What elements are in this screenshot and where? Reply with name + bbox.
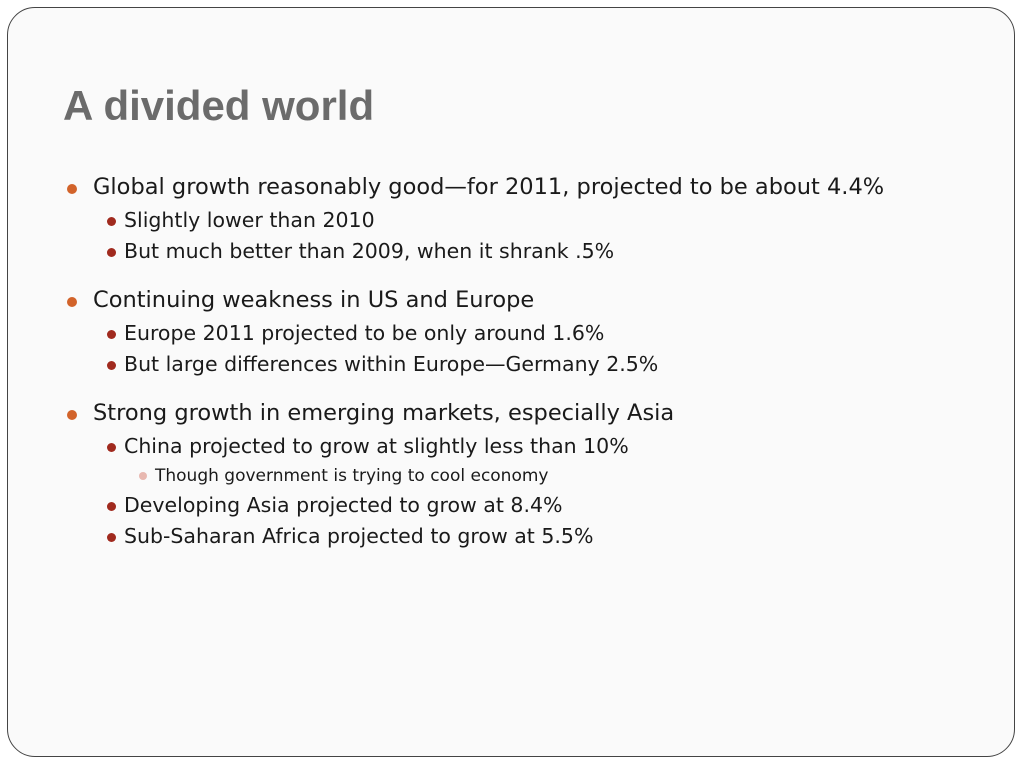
bullet-dot-icon (67, 297, 77, 307)
bullet-group-emerging-markets: Strong growth in emerging markets, espec… (63, 400, 893, 552)
sub-bullet-item: Europe 2011 projected to be only around … (63, 318, 893, 349)
bullet-dot-icon (107, 217, 116, 226)
sub-bullet-text: But much better than 2009, when it shran… (124, 239, 615, 263)
bullet-item: Continuing weakness in US and Europe (63, 287, 893, 314)
sub-bullet-text: Sub-Saharan Africa projected to grow at … (124, 524, 594, 548)
sub-bullet-item: Developing Asia projected to grow at 8.4… (63, 490, 893, 521)
slide: A divided world Global growth reasonably… (7, 7, 1015, 757)
sub-bullet-item: But much better than 2009, when it shran… (63, 236, 893, 267)
bullet-text: Continuing weakness in US and Europe (93, 287, 535, 313)
sub-bullet-text: But large differences within Europe—Germ… (124, 352, 659, 376)
bullet-list: Global growth reasonably good—for 2011, … (63, 174, 893, 572)
bullet-dot-icon (67, 184, 77, 194)
bullet-item: Strong growth in emerging markets, espec… (63, 400, 893, 427)
bullet-dot-icon (107, 502, 116, 511)
sub-bullet-item: China projected to grow at slightly less… (63, 431, 893, 462)
slide-title: A divided world (63, 82, 375, 129)
sub-bullet-text: Slightly lower than 2010 (124, 208, 375, 232)
sub-bullet-text: Developing Asia projected to grow at 8.4… (124, 493, 563, 517)
bullet-dot-icon (107, 361, 116, 370)
bullet-dot-icon (67, 410, 77, 420)
bullet-text: Global growth reasonably good—for 2011, … (93, 174, 885, 200)
sub-bullet-item: Slightly lower than 2010 (63, 205, 893, 236)
bullet-dot-icon (107, 330, 116, 339)
sub-bullet-item: Sub-Saharan Africa projected to grow at … (63, 521, 893, 552)
bullet-dot-icon (107, 533, 116, 542)
bullet-dot-icon (107, 248, 116, 257)
sub-bullet-text: China projected to grow at slightly less… (124, 434, 629, 458)
sub-sub-bullet-item: Though government is trying to cool econ… (63, 462, 893, 490)
bullet-dot-icon (139, 472, 147, 480)
bullet-item: Global growth reasonably good—for 2011, … (63, 174, 893, 201)
bullet-dot-icon (107, 443, 116, 452)
bullet-group-global-growth: Global growth reasonably good—for 2011, … (63, 174, 893, 267)
sub-bullet-text: Europe 2011 projected to be only around … (124, 321, 605, 345)
bullet-text: Strong growth in emerging markets, espec… (93, 400, 675, 426)
sub-bullet-item: But large differences within Europe—Germ… (63, 349, 893, 380)
sub-sub-bullet-text: Though government is trying to cool econ… (155, 466, 549, 486)
bullet-group-us-europe: Continuing weakness in US and Europe Eur… (63, 287, 893, 380)
